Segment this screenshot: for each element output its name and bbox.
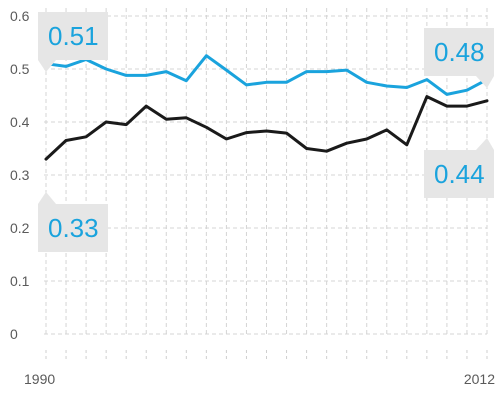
callout-box [424, 28, 494, 76]
callout-end-black: 0.44 [424, 138, 494, 198]
callout-pointer [38, 192, 56, 204]
y-tick-label: 0.4 [10, 114, 30, 130]
callout-end-blue: 0.48 [424, 28, 494, 88]
series-line-0 [44, 54, 489, 96]
y-tick-label: 0.5 [10, 61, 30, 77]
callout-pointer [38, 60, 56, 72]
series-line-1 [44, 95, 489, 161]
y-tick-label: 0 [10, 326, 18, 342]
callout-value: 0.48 [434, 37, 485, 67]
x-tick-label: 2012 [464, 371, 495, 387]
callout-box [38, 204, 108, 252]
y-tick-label: 0.3 [10, 167, 30, 183]
y-tick-label: 0.1 [10, 273, 30, 289]
y-tick-label: 0.6 [10, 8, 30, 24]
callout-box [38, 12, 108, 60]
callout-box [424, 150, 494, 198]
callout-value: 0.33 [48, 213, 99, 243]
callout-value: 0.51 [48, 21, 99, 51]
callout-pointer [476, 138, 494, 150]
callout-pointer [476, 76, 494, 88]
y-tick-label: 0.2 [10, 220, 30, 236]
callout-start-black: 0.33 [38, 192, 108, 252]
callout-start-blue: 0.51 [38, 12, 108, 72]
grid [44, 8, 488, 362]
callout-value: 0.44 [434, 159, 485, 189]
x-tick-label: 1990 [24, 371, 55, 387]
